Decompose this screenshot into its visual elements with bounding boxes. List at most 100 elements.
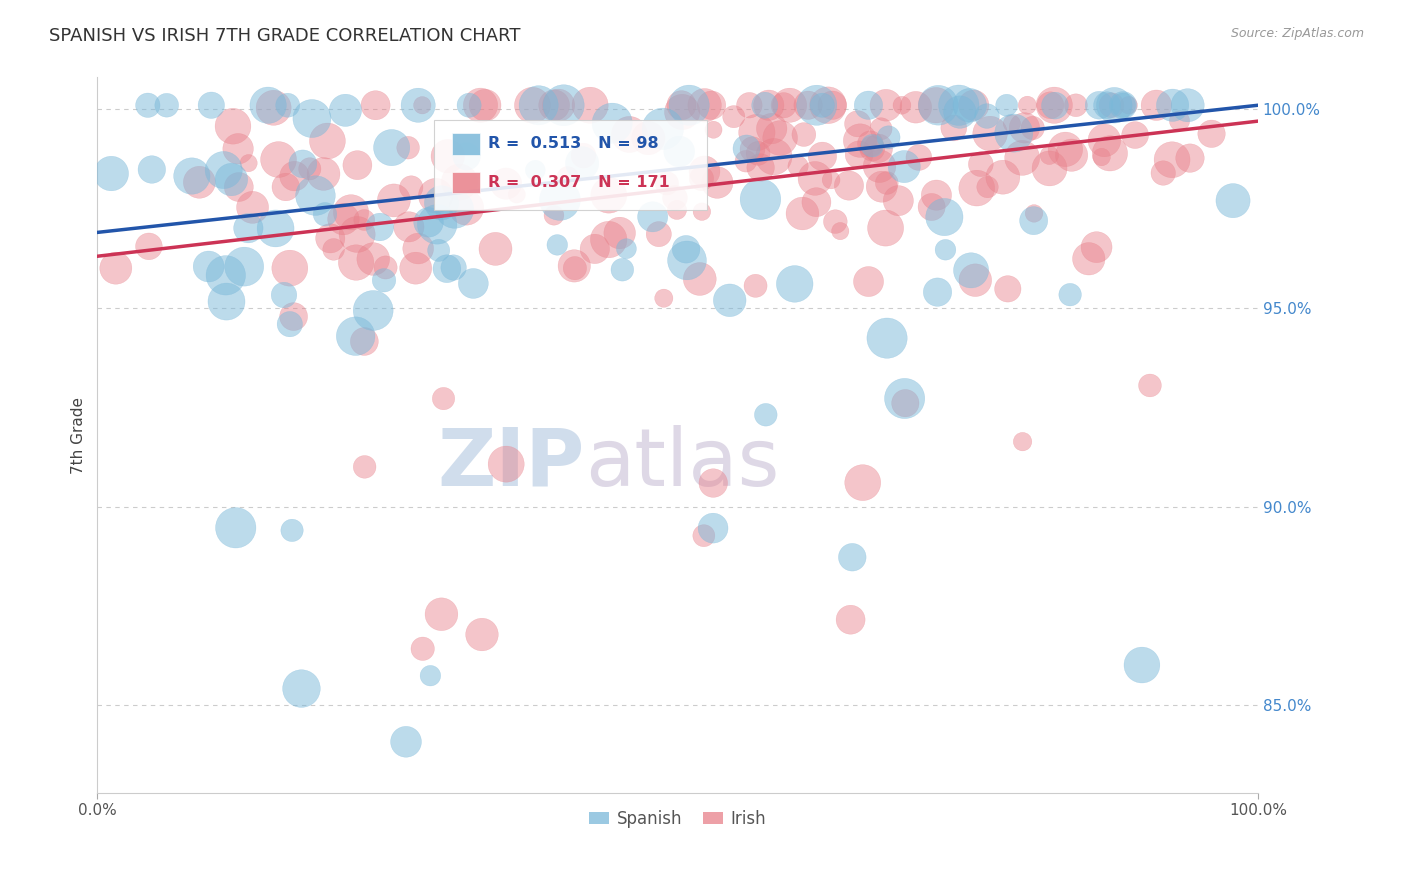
Point [648, 227, 671, 241]
Point [242, 200, 264, 214]
Point [665, 202, 688, 217]
Point [870, 179, 893, 194]
Point [1201, 127, 1223, 141]
Point [344, 255, 367, 269]
Point [1112, 98, 1135, 112]
Point [471, 627, 494, 641]
Point [758, 98, 780, 112]
Point [1092, 133, 1115, 147]
Point [456, 201, 478, 215]
Point [437, 149, 460, 163]
Point [1112, 98, 1135, 112]
Point [1161, 153, 1184, 167]
Point [908, 151, 931, 165]
FancyBboxPatch shape [453, 171, 481, 194]
Point [676, 253, 699, 268]
Point [934, 210, 956, 224]
Point [215, 268, 238, 283]
Point [706, 176, 728, 190]
Point [821, 98, 844, 112]
Point [1098, 146, 1121, 161]
Text: Source: ZipAtlas.com: Source: ZipAtlas.com [1230, 27, 1364, 40]
Point [274, 180, 297, 194]
Point [664, 191, 686, 205]
Point [997, 282, 1019, 296]
Point [527, 98, 550, 112]
Point [1118, 98, 1140, 112]
Point [1123, 128, 1146, 142]
Point [675, 242, 697, 256]
Point [104, 261, 127, 276]
Point [830, 224, 852, 238]
Point [1017, 98, 1039, 112]
Point [1101, 98, 1123, 112]
Point [745, 126, 768, 140]
Point [671, 98, 693, 112]
Point [893, 392, 915, 406]
Point [927, 98, 949, 112]
Point [382, 194, 405, 208]
Point [762, 150, 785, 164]
Point [598, 188, 620, 202]
Point [399, 180, 422, 194]
Point [1222, 194, 1244, 208]
Point [304, 188, 326, 202]
Point [1090, 150, 1112, 164]
Point [156, 98, 179, 112]
Point [702, 476, 724, 491]
Point [841, 550, 863, 565]
Point [222, 120, 245, 134]
Point [797, 98, 820, 112]
Point [734, 154, 756, 169]
Point [322, 243, 344, 257]
Point [1064, 98, 1087, 112]
Point [1060, 148, 1083, 162]
Point [495, 177, 517, 191]
Point [427, 244, 450, 258]
Point [1014, 120, 1036, 135]
Text: R =  0.513   N = 98: R = 0.513 N = 98 [488, 136, 659, 151]
Point [225, 521, 247, 535]
Point [966, 181, 988, 195]
Point [619, 128, 641, 142]
Point [443, 260, 465, 275]
Point [332, 212, 354, 227]
Point [868, 141, 890, 155]
Point [430, 195, 453, 210]
Point [233, 260, 256, 274]
Point [1139, 378, 1161, 392]
Point [436, 261, 458, 276]
Point [804, 171, 827, 186]
Point [735, 141, 758, 155]
Y-axis label: 7th Grade: 7th Grade [72, 397, 86, 474]
Point [335, 103, 357, 118]
Point [959, 98, 981, 112]
Point [221, 172, 243, 186]
Point [291, 157, 314, 171]
Point [755, 408, 778, 422]
Point [411, 98, 433, 112]
Point [668, 145, 690, 159]
Point [546, 238, 568, 252]
Point [1054, 142, 1077, 156]
Point [374, 260, 396, 275]
Point [419, 669, 441, 683]
Point [426, 218, 449, 232]
Point [484, 242, 506, 256]
Point [197, 260, 219, 274]
Point [524, 163, 547, 178]
Point [1178, 151, 1201, 165]
Point [547, 98, 569, 112]
Point [859, 136, 882, 151]
Point [960, 263, 983, 277]
Point [754, 98, 776, 112]
Point [290, 681, 312, 696]
Point [693, 98, 716, 112]
Point [1088, 98, 1111, 112]
Point [353, 334, 375, 349]
Point [641, 210, 664, 224]
Point [405, 261, 427, 276]
Point [749, 192, 772, 206]
Point [1043, 98, 1066, 112]
Point [346, 227, 368, 242]
